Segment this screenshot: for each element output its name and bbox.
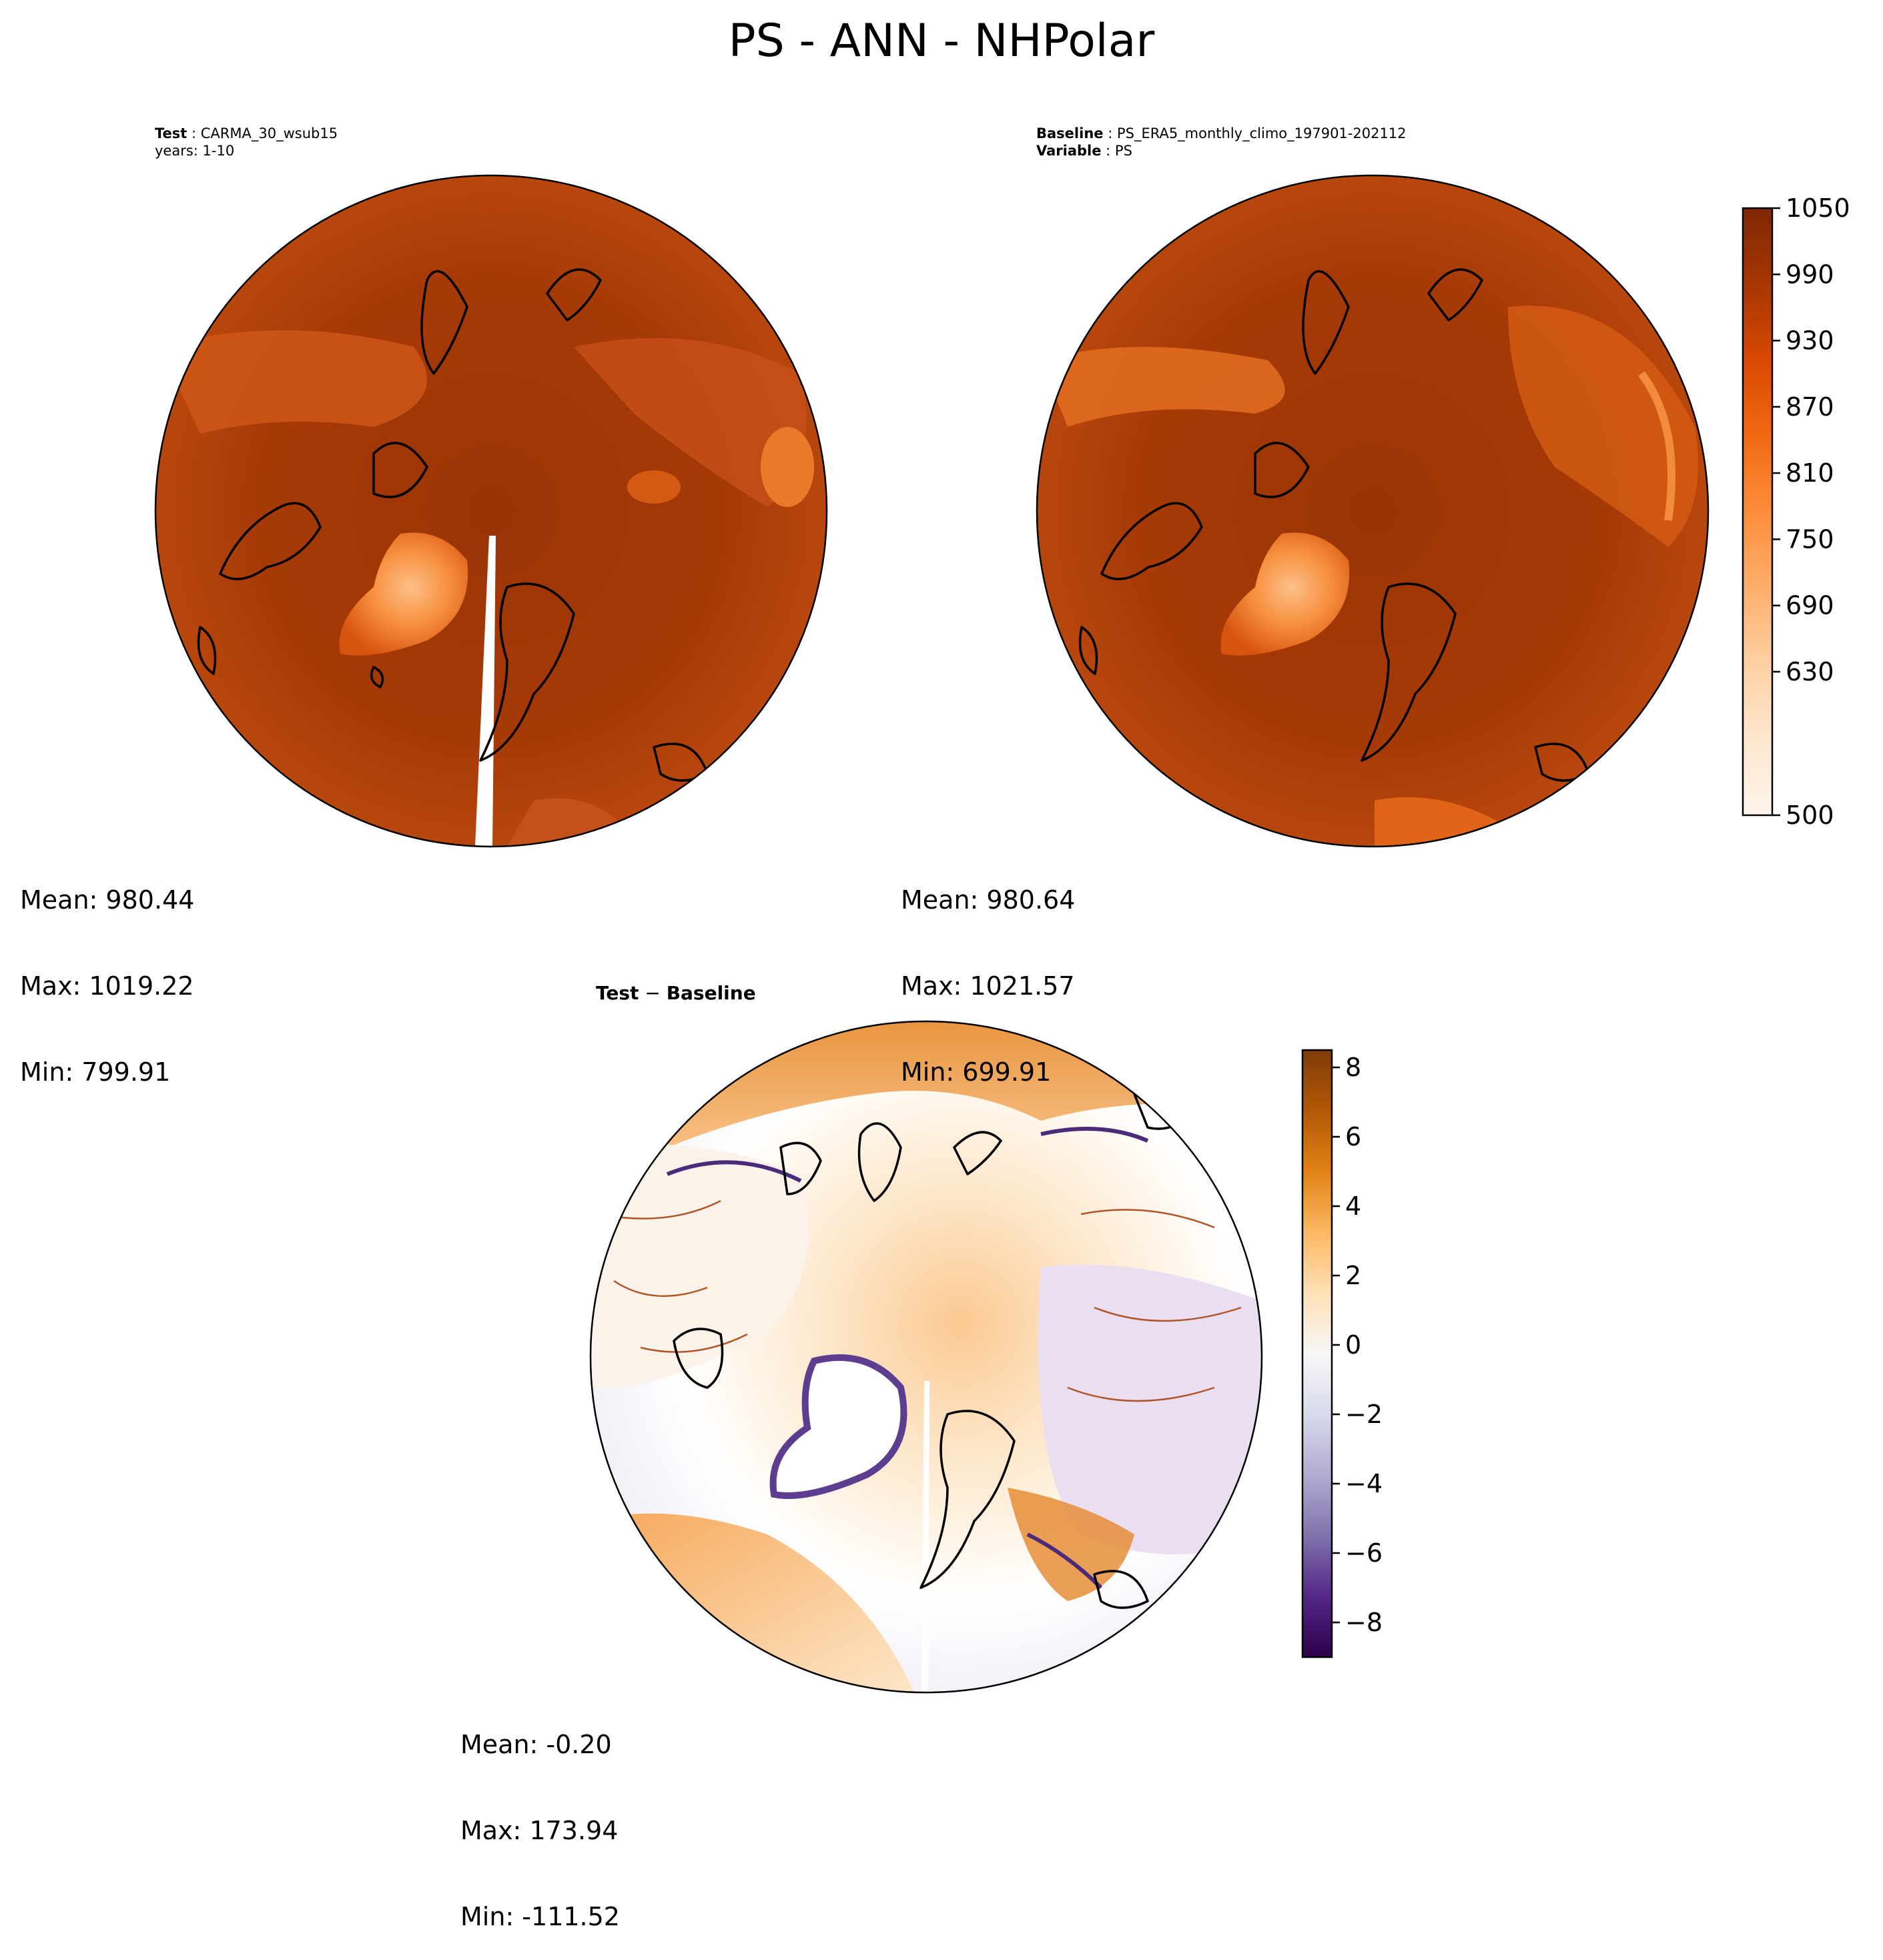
diff-colorbar-tick-label: −4 bbox=[1345, 1469, 1383, 1498]
test-map bbox=[155, 175, 827, 847]
ps-colorbar: 500 630 690 750 810 870 930 990 1050 bbox=[1742, 193, 1850, 830]
baseline-field bbox=[1037, 175, 1708, 847]
diff-mean: Mean: -0.20 bbox=[460, 1730, 612, 1759]
diff-colorbar-tick-label: −8 bbox=[1345, 1608, 1383, 1637]
test-coastlines bbox=[197, 268, 709, 782]
ps-colorbar-tick-label: 1050 bbox=[1786, 193, 1850, 223]
ps-colorbar-tick-label: 810 bbox=[1786, 458, 1834, 488]
diff-colorbar-tick-label: 0 bbox=[1345, 1330, 1361, 1360]
diff-colorbar-tick-label: −2 bbox=[1345, 1400, 1383, 1429]
diff-stats: Mean: -0.20 Max: 173.94 Min: -111.52 bbox=[460, 1673, 620, 1960]
ps-colorbar-tick-label: 870 bbox=[1786, 392, 1834, 422]
test-field-greenland bbox=[339, 532, 468, 656]
baseline-map bbox=[1037, 175, 1708, 847]
baseline-min: Min: 699.91 bbox=[901, 1057, 1052, 1087]
baseline-field-greenland bbox=[1220, 532, 1350, 656]
test-years: years: 1-10 bbox=[155, 143, 235, 159]
diff-colorbar: −8 −6 −4 −2 0 2 4 6 8 bbox=[1301, 1049, 1383, 1658]
diff-field-contours bbox=[600, 1199, 1242, 1402]
diff-field-missing-wedge bbox=[921, 1381, 929, 1692]
test-label-sep: : bbox=[187, 125, 201, 141]
ps-colorbar-tick-label: 690 bbox=[1786, 591, 1834, 620]
diff-title-baseline: Baseline bbox=[666, 982, 756, 1004]
ps-colorbar-tick-label: 930 bbox=[1786, 326, 1834, 356]
baseline-label-key: Baseline bbox=[1036, 125, 1104, 141]
figure-title: PS - ANN - NHPolar bbox=[728, 15, 1155, 67]
diff-coastlines bbox=[673, 1088, 1202, 1609]
baseline-variable-sep: : bbox=[1101, 143, 1115, 159]
test-field-missing-wedge bbox=[475, 536, 496, 847]
test-map-border bbox=[154, 174, 828, 848]
test-field-asia-band bbox=[160, 330, 427, 434]
diff-colorbar-tick-label: 8 bbox=[1345, 1053, 1361, 1082]
diff-field-america-land bbox=[1038, 1264, 1262, 1554]
baseline-map-border bbox=[1036, 174, 1710, 848]
baseline-max: Max: 1021.57 bbox=[901, 971, 1075, 1001]
test-stats: Mean: 980.44 Max: 1019.22 Min: 799.91 bbox=[20, 829, 194, 1115]
test-label-value: CARMA_30_wsub15 bbox=[200, 125, 338, 141]
ps-colorbar-ticks: 500 630 690 750 810 870 930 990 1050 bbox=[1772, 193, 1850, 830]
baseline-variable: Variable : PS bbox=[1036, 142, 1132, 159]
baseline-stats: Mean: 980.64 Max: 1021.57 Min: 699.91 bbox=[901, 829, 1075, 1115]
test-field-patch bbox=[627, 470, 681, 504]
diff-field-asia-land bbox=[591, 1144, 809, 1388]
ps-colorbar-tick-label: 990 bbox=[1786, 260, 1834, 289]
baseline-field-rockies bbox=[1638, 371, 1675, 521]
test-mean: Mean: 980.44 bbox=[20, 885, 195, 915]
baseline-field-asia-band bbox=[1041, 347, 1285, 427]
ps-colorbar-tick-label: 750 bbox=[1786, 524, 1834, 554]
test-min: Min: 799.91 bbox=[20, 1057, 171, 1087]
diff-min: Min: -111.52 bbox=[460, 1902, 620, 1931]
diff-colorbar-tick-label: 6 bbox=[1345, 1122, 1361, 1151]
diff-title: Test − Baseline bbox=[596, 982, 756, 1004]
ps-colorbar-bar bbox=[1742, 207, 1774, 817]
baseline-coastlines bbox=[1078, 268, 1590, 782]
diff-colorbar-tick-label: −6 bbox=[1345, 1538, 1383, 1568]
baseline-variable-value: PS bbox=[1114, 143, 1132, 159]
baseline-mean: Mean: 980.64 bbox=[901, 885, 1076, 915]
test-max: Max: 1019.22 bbox=[20, 971, 194, 1001]
diff-colorbar-tick-label: 4 bbox=[1345, 1191, 1361, 1221]
baseline-variable-key: Variable bbox=[1036, 143, 1102, 159]
diff-title-test: Test bbox=[596, 982, 639, 1004]
diff-colorbar-bar bbox=[1301, 1049, 1333, 1658]
test-label-key: Test bbox=[155, 125, 187, 141]
baseline-label-sep: : bbox=[1103, 125, 1117, 141]
baseline-field-america-band bbox=[1508, 306, 1698, 547]
test-label: Test : CARMA_30_wsub15 bbox=[155, 125, 338, 142]
diff-colorbar-ticks: −8 −6 −4 −2 0 2 4 6 8 bbox=[1332, 1053, 1383, 1637]
baseline-label: Baseline : PS_ERA5_monthly_climo_197901-… bbox=[1036, 125, 1407, 142]
ps-colorbar-tick-label: 630 bbox=[1786, 657, 1834, 686]
diff-field-greenland bbox=[769, 1354, 907, 1499]
test-field-america-band bbox=[574, 338, 807, 507]
diff-colorbar-tick-label: 2 bbox=[1345, 1261, 1361, 1290]
ps-colorbar-tick-label: 500 bbox=[1786, 801, 1834, 830]
diff-title-op: − bbox=[639, 982, 667, 1004]
diff-max: Max: 173.94 bbox=[460, 1816, 619, 1845]
diff-map bbox=[591, 1021, 1262, 1692]
test-field-rockies bbox=[761, 427, 814, 507]
diff-map-border bbox=[589, 1020, 1263, 1694]
baseline-label-value: PS_ERA5_monthly_climo_197901-202112 bbox=[1116, 125, 1407, 141]
